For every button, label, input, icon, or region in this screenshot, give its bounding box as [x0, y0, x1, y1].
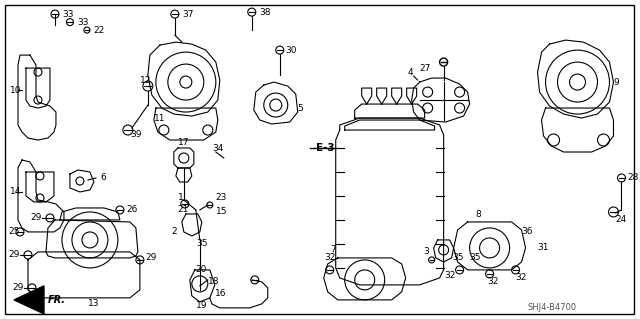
Text: 22: 22 — [93, 26, 104, 34]
Text: 35: 35 — [196, 240, 207, 249]
Text: 6: 6 — [100, 174, 106, 182]
Text: 34: 34 — [212, 144, 223, 152]
Text: 19: 19 — [196, 301, 207, 310]
Text: 18: 18 — [208, 278, 220, 286]
Text: 21: 21 — [178, 205, 189, 214]
Text: 28: 28 — [627, 174, 639, 182]
Text: FR.: FR. — [48, 295, 66, 305]
Text: 26: 26 — [126, 205, 137, 214]
Text: 17: 17 — [178, 137, 189, 146]
Text: 35: 35 — [470, 253, 481, 263]
Text: 29: 29 — [30, 213, 42, 222]
Text: E-3: E-3 — [316, 143, 334, 153]
Text: 39: 39 — [130, 130, 141, 138]
Text: 8: 8 — [476, 211, 481, 219]
Text: 15: 15 — [216, 207, 227, 217]
Text: 27: 27 — [420, 63, 431, 73]
Text: 24: 24 — [616, 215, 627, 225]
Text: 2: 2 — [172, 227, 177, 236]
Text: SHJ4-B4700: SHJ4-B4700 — [527, 303, 577, 312]
Polygon shape — [14, 286, 44, 314]
Text: 13: 13 — [88, 299, 99, 308]
Text: 32: 32 — [324, 253, 336, 263]
Text: 32: 32 — [516, 273, 527, 282]
Text: 3: 3 — [424, 248, 429, 256]
Text: 33: 33 — [62, 10, 74, 19]
Text: 16: 16 — [215, 289, 227, 298]
Text: 33: 33 — [77, 18, 88, 26]
Text: 37: 37 — [182, 10, 193, 19]
Text: 12: 12 — [140, 76, 151, 85]
Text: 29: 29 — [145, 253, 156, 263]
Text: 23: 23 — [216, 193, 227, 203]
Text: 29: 29 — [8, 250, 19, 259]
Text: 38: 38 — [259, 8, 270, 17]
Text: 4: 4 — [408, 68, 413, 77]
Text: 30: 30 — [286, 46, 297, 55]
Text: 36: 36 — [522, 227, 533, 236]
Text: 32: 32 — [445, 271, 456, 280]
Text: 7: 7 — [330, 245, 335, 255]
Text: 25: 25 — [8, 227, 19, 236]
Text: 31: 31 — [538, 243, 549, 252]
Text: 35: 35 — [452, 253, 464, 263]
Text: 20: 20 — [196, 265, 207, 274]
Text: 5: 5 — [298, 104, 303, 113]
Text: 14: 14 — [10, 188, 21, 197]
Text: 29: 29 — [12, 283, 24, 293]
Text: 11: 11 — [154, 114, 165, 122]
Text: 1: 1 — [178, 193, 184, 203]
Text: 32: 32 — [488, 278, 499, 286]
Text: 9: 9 — [614, 78, 620, 86]
Text: 10: 10 — [10, 85, 22, 94]
